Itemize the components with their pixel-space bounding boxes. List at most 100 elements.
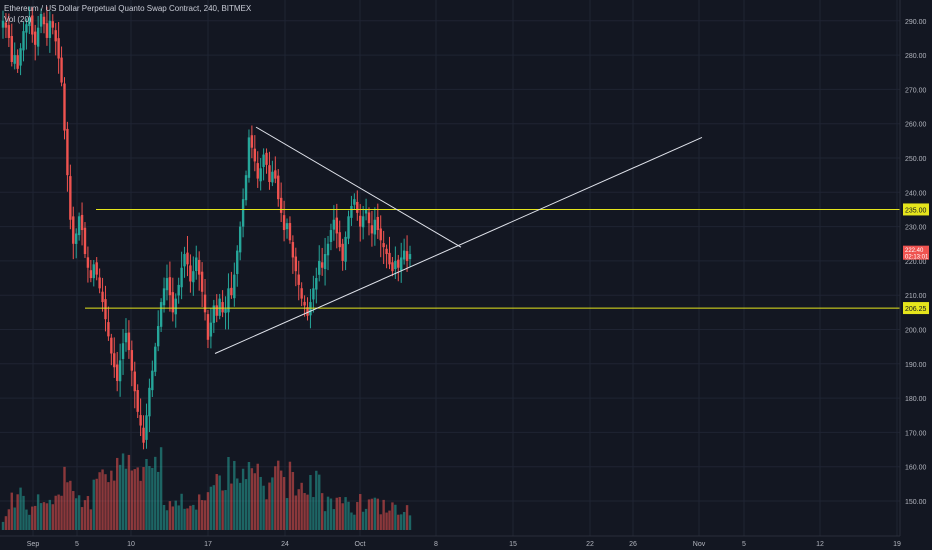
candle-body [156, 326, 160, 347]
y-tick-label: 220.00 [905, 259, 927, 266]
volume-bar [192, 504, 195, 530]
volume-indicator-label[interactable]: Vol (20) [4, 15, 32, 24]
candle-body [151, 370, 154, 391]
candles [1, 6, 412, 450]
candle-body [253, 148, 257, 162]
volume-bar [83, 500, 87, 530]
candle-body [402, 250, 406, 260]
candle-body [315, 278, 318, 290]
volume-bar [347, 501, 350, 530]
level-price-label: 206.25 [905, 306, 927, 313]
candle-body [13, 55, 16, 64]
candle-body [4, 22, 8, 28]
volume-bar [326, 496, 330, 530]
volume-bar [233, 460, 236, 530]
volume-bar [16, 494, 19, 530]
candle-body [408, 254, 412, 260]
x-tick-label: 15 [509, 541, 517, 548]
volume-bar [51, 504, 54, 530]
y-tick-label: 190.00 [905, 362, 927, 369]
candle-body [28, 17, 31, 27]
candle-body [165, 278, 169, 291]
candle-body [127, 332, 131, 351]
candle-body [382, 243, 385, 248]
candle-body [63, 83, 66, 131]
volume-bar [309, 475, 312, 530]
candle-body [124, 332, 128, 343]
x-tick-label: Sep [27, 541, 40, 548]
candle-body [285, 223, 289, 230]
volume-bar [376, 498, 379, 530]
x-tick-label: 17 [204, 541, 212, 548]
y-tick-label: 270.00 [905, 87, 927, 94]
candle-body [136, 390, 139, 412]
volume-bar [323, 511, 327, 530]
candle-body [203, 294, 207, 313]
candle-body [19, 48, 22, 66]
y-tick-label: 280.00 [905, 53, 927, 60]
candle-body [338, 232, 341, 248]
volume-bar [19, 487, 22, 530]
level-price-tag [903, 302, 929, 315]
candle-body [347, 216, 350, 239]
time-axis[interactable]: Sep 5 10 17 24 Oct 8 15 22 26 Nov 5 12 19 [27, 541, 901, 548]
candle-body [16, 55, 19, 69]
candle-body [154, 346, 157, 372]
candle-body [118, 360, 122, 382]
volume-bar [312, 497, 315, 530]
candle-body [230, 287, 233, 296]
volume-bar [391, 502, 394, 530]
candle-body [215, 305, 218, 316]
candle-body [279, 197, 283, 213]
volume-bar [165, 510, 169, 530]
trend-lines[interactable] [214, 126, 703, 354]
volume-bar [77, 495, 81, 530]
candle-body [98, 277, 101, 289]
volume-bar [54, 495, 57, 530]
volume-bar [382, 499, 385, 530]
volume-bar [197, 494, 201, 530]
y-tick-label: 260.00 [905, 122, 927, 129]
x-tick-label: 22 [586, 541, 594, 548]
volume-bar [142, 467, 145, 530]
volume-bar [139, 480, 142, 530]
candle-body [236, 250, 239, 274]
y-tick-label: 210.00 [905, 293, 927, 300]
candle-body [247, 137, 251, 178]
candle-body [391, 262, 394, 272]
candle-body [238, 226, 242, 253]
volume-bar [338, 497, 341, 530]
volume-bar [367, 499, 371, 530]
volume-bar [303, 493, 306, 530]
candle-body [177, 284, 180, 296]
y-tick-label: 200.00 [905, 328, 927, 335]
volume-bar [203, 500, 207, 530]
volume-bar [154, 456, 157, 530]
candle-body [48, 20, 52, 38]
candle-body [180, 267, 183, 288]
candle-body [145, 415, 148, 440]
volume-bar [124, 468, 128, 530]
volume-bar [4, 516, 8, 530]
candle-body [262, 154, 265, 167]
volume-bar [104, 474, 107, 530]
candle-body [110, 337, 113, 354]
price-axis[interactable]: 150.00 160.00 170.00 180.00 190.00 200.00 210.… [905, 19, 927, 506]
candle-body [148, 387, 151, 417]
volume-bar [230, 483, 233, 530]
last-price-value: 222.40 [905, 248, 924, 254]
y-tick-label: 150.00 [905, 499, 927, 506]
candle-body [89, 270, 93, 279]
volume-bar [98, 472, 101, 530]
volume-bar [168, 501, 172, 530]
candle-body [113, 353, 116, 368]
candle-body [195, 257, 198, 272]
horizontal-levels[interactable] [85, 208, 900, 309]
candle-body [370, 225, 374, 234]
volume-bar [48, 499, 52, 530]
trend-line-descending [255, 126, 462, 248]
volume-bar [288, 461, 292, 530]
candle-body [259, 168, 262, 182]
